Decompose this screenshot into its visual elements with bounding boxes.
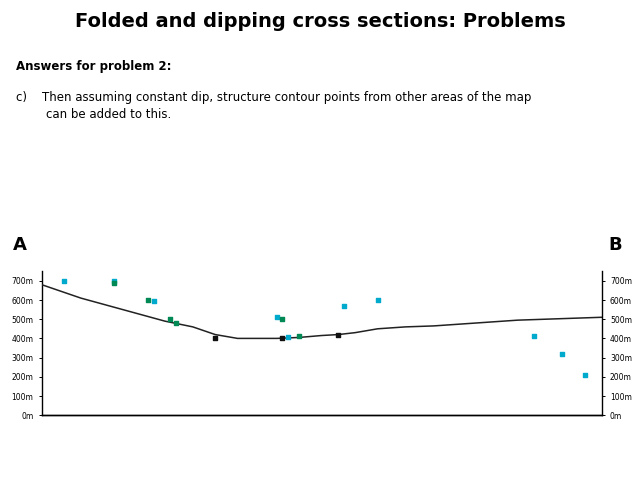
Point — [529, 332, 540, 339]
Point — [372, 296, 383, 304]
Point — [165, 315, 175, 323]
Text: School of Earth and Environment: School of Earth and Environment — [10, 453, 228, 467]
Point — [109, 277, 120, 285]
Point — [109, 279, 120, 287]
Point — [294, 332, 305, 339]
Point — [339, 302, 349, 310]
Point — [59, 277, 69, 285]
Text: A: A — [13, 237, 27, 254]
Text: can be added to this.: can be added to this. — [16, 108, 172, 121]
Point — [171, 319, 181, 327]
Point — [277, 315, 287, 323]
Point — [143, 296, 153, 304]
Text: Answers for problem 2:: Answers for problem 2: — [16, 60, 172, 73]
Point — [210, 335, 220, 342]
Point — [580, 371, 590, 379]
Point — [148, 297, 159, 305]
Text: Folded and dipping cross sections: Problems: Folded and dipping cross sections: Probl… — [75, 12, 565, 31]
Text: c)    Then assuming constant dip, structure contour points from other areas of t: c) Then assuming constant dip, structure… — [16, 91, 531, 104]
Point — [271, 313, 282, 321]
Text: B: B — [608, 237, 621, 254]
Point — [557, 350, 568, 358]
Point — [277, 335, 287, 342]
Point — [283, 334, 293, 341]
Point — [333, 331, 344, 338]
Text: UNIVERSITY OF LEEDS: UNIVERSITY OF LEEDS — [500, 455, 630, 465]
